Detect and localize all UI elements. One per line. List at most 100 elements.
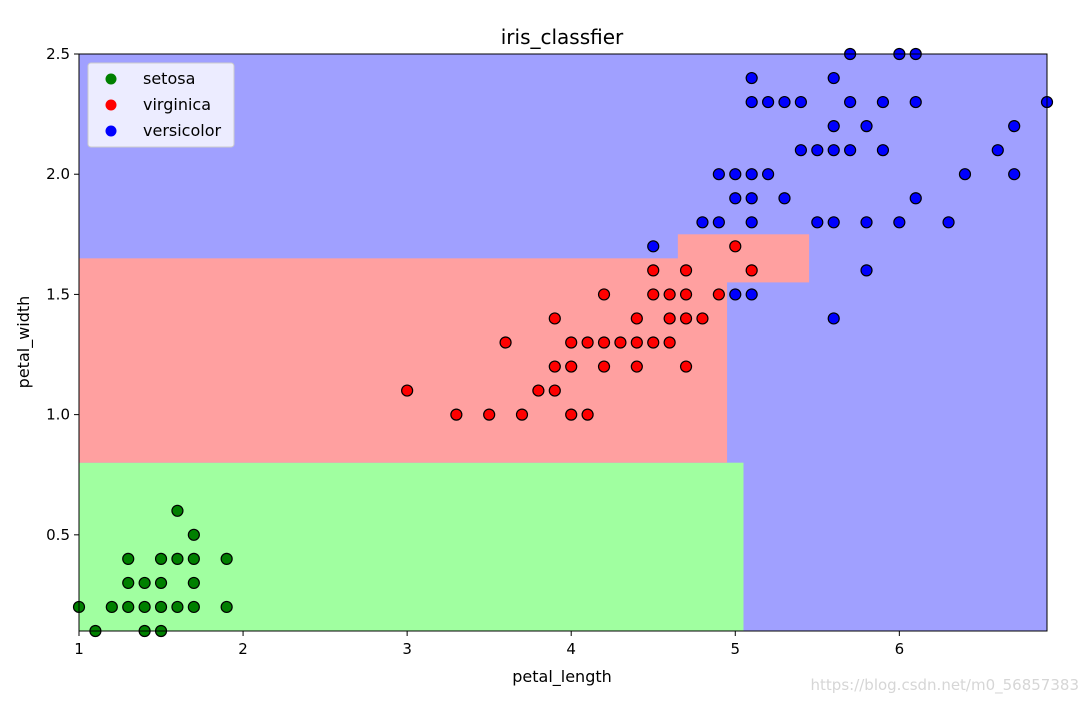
data-point-setosa [171,552,184,565]
data-point-versicolor [729,168,742,181]
data-point-versicolor [942,216,955,229]
data-point-versicolor [844,95,857,109]
data-point-virginica [597,360,611,373]
data-point-versicolor [811,216,824,229]
legend-marker-versicolor [105,125,117,137]
data-point-setosa [122,552,135,565]
data-point-setosa [187,600,200,614]
data-point-setosa [154,552,168,565]
data-point-versicolor [811,144,824,157]
data-point-virginica [712,288,725,301]
data-point-virginica [663,288,676,301]
data-point-virginica [745,264,758,277]
y-axis: 0.5 1.0 1.5 2.0 2.5 [46,45,79,544]
data-point-versicolor [745,216,758,229]
x-tick-label: 1 [74,640,84,658]
data-point-versicolor [712,216,725,229]
data-point-versicolor [876,95,890,109]
data-point-virginica [597,288,611,301]
data-point-virginica [581,336,594,349]
data-point-versicolor [778,95,791,109]
data-point-setosa [138,600,151,614]
data-point-versicolor [647,240,660,253]
legend-marker-setosa [105,73,117,85]
data-point-versicolor [909,192,922,205]
series-versicolor [647,47,1054,325]
y-tick-label: 1.5 [46,285,70,303]
legend-label-versicolor: versicolor [143,121,221,140]
data-point-versicolor [827,71,840,85]
data-point-versicolor [844,144,857,157]
data-point-versicolor [696,216,709,229]
data-point-virginica [548,360,561,373]
data-point-versicolor [860,216,873,229]
decision-region-virginica [79,258,728,463]
data-point-virginica [663,336,676,349]
data-point-virginica [515,408,529,421]
x-tick-label: 5 [730,640,740,658]
x-tick-label: 4 [566,640,576,658]
data-point-versicolor [860,120,873,133]
data-point-versicolor [958,168,972,181]
data-point-virginica [565,408,578,421]
legend-label-virginica: virginica [143,95,211,114]
data-point-versicolor [860,264,873,277]
data-point-versicolor [827,312,840,325]
data-point-setosa [187,552,200,565]
legend-marker-virginica [105,99,117,111]
data-point-setosa [154,600,168,614]
data-point-virginica [679,264,693,277]
data-point-versicolor [893,216,906,229]
chart-title: iris_classfier [501,25,624,49]
data-point-virginica [729,240,742,253]
series-virginica [401,240,758,421]
data-point-versicolor [729,192,742,205]
x-tick-label: 3 [402,640,412,658]
decision-region-virginica [677,234,810,283]
data-point-virginica [679,312,693,325]
data-point-versicolor [827,120,840,133]
data-point-versicolor [745,95,758,109]
data-point-versicolor [729,288,742,301]
plot-frame [78,53,1048,632]
y-tick-label: 1.0 [46,406,70,424]
data-point-versicolor [745,288,758,301]
data-point-setosa [105,600,118,614]
data-point-virginica [597,336,611,349]
data-point-setosa [171,600,184,614]
decision-regions [79,234,810,631]
data-point-versicolor [794,95,807,109]
data-point-virginica [647,288,660,301]
data-point-setosa [220,552,233,565]
data-point-virginica [499,336,512,349]
data-point-setosa [187,528,200,541]
data-point-versicolor [827,144,840,157]
data-point-setosa [154,576,168,590]
legend: setosa virginica versicolor [87,62,235,148]
data-point-virginica [565,336,578,349]
data-point-virginica [696,312,709,325]
data-point-versicolor [778,192,791,205]
data-point-versicolor [909,95,922,109]
data-points [72,47,1054,638]
data-point-versicolor [761,95,775,109]
legend-item-versicolor: versicolor [105,121,221,140]
data-point-versicolor [876,144,890,157]
legend-box [87,62,235,148]
series-setosa [72,504,233,638]
legend-item-setosa: setosa [105,69,195,88]
data-point-virginica [630,312,643,325]
data-point-setosa [138,576,151,590]
y-tick-label: 2.5 [46,45,70,63]
x-tick-label: 2 [238,640,248,658]
data-point-versicolor [1008,120,1021,133]
data-point-setosa [122,600,135,614]
data-point-setosa [171,504,184,517]
x-axis-label: petal_length [512,667,612,687]
data-point-versicolor [745,192,758,205]
y-axis-label: petal_width [14,296,34,389]
data-point-virginica [548,384,561,397]
y-tick-label: 0.5 [46,526,70,544]
legend-label-setosa: setosa [143,69,195,88]
